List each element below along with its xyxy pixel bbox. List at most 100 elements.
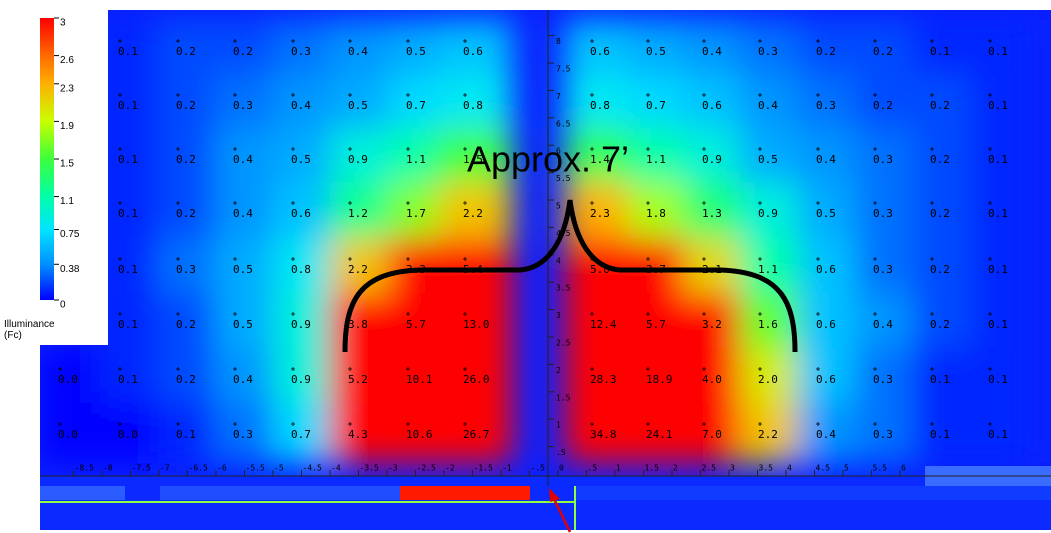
heat-cell [564, 293, 640, 353]
cell-label: 0.2 [176, 373, 196, 386]
cell-label: 12.4 [590, 318, 617, 331]
grid-point [930, 367, 934, 371]
cell-label: 0.5 [291, 153, 311, 166]
grid-point [758, 93, 762, 97]
heat-cell [912, 74, 972, 134]
grid-point [873, 93, 877, 97]
heat-cell [100, 238, 160, 298]
heat-cell [855, 74, 915, 134]
heat-cell [912, 403, 972, 463]
cell-label: 0.8 [463, 99, 483, 112]
ruler-label: -5.5 [246, 464, 265, 473]
annotation: Approx. 7’ [467, 139, 629, 180]
grid-point [590, 422, 594, 426]
grid-point [930, 312, 934, 316]
grid-point [988, 39, 992, 43]
cell-label: 0.8 [590, 99, 610, 112]
heat-cell [970, 128, 1030, 188]
colorbar-label: 0.38 [60, 264, 80, 275]
heat-cell [684, 20, 744, 80]
heat-cell [158, 20, 218, 80]
heat-cell [273, 182, 333, 242]
cell-label: 0.1 [930, 373, 950, 386]
heat-cell [970, 182, 1030, 242]
grid-point [930, 422, 934, 426]
ruler-label: 0 [559, 464, 564, 473]
grid-point [590, 39, 594, 43]
grid-point [873, 312, 877, 316]
arrow-head [549, 488, 560, 502]
grid-point [176, 93, 180, 97]
heat-cell [970, 293, 1030, 353]
heat-cell [273, 128, 333, 188]
heat-cell [798, 293, 858, 353]
heat-cell [40, 348, 100, 408]
cell-label: 0.3 [816, 99, 836, 112]
cell-label: 7.0 [702, 428, 722, 441]
cell-label: 0.1 [118, 318, 138, 331]
grid-point [646, 93, 650, 97]
heat-cell [628, 293, 688, 353]
heat-cell [628, 348, 688, 408]
cell-label: 18.9 [646, 373, 673, 386]
cell-label: 0.1 [988, 263, 1008, 276]
cell-label: 1.1 [758, 263, 778, 276]
grid-point [590, 367, 594, 371]
heat-cell [740, 20, 800, 80]
ruler-label: 5.5 [556, 174, 571, 183]
cell-label: 0.6 [463, 45, 483, 58]
heat-cell [273, 20, 333, 80]
cell-label: 0.1 [118, 373, 138, 386]
heat-cell [740, 238, 800, 298]
cell-label: 0.4 [702, 45, 722, 58]
rulers: 87.576.565.554.543.532.521.51.5-8.5 -8 -7.… [73, 35, 906, 476]
cell-label: 0.3 [233, 99, 253, 112]
grid-point [406, 93, 410, 97]
ruler-label: 7.5 [556, 65, 571, 74]
ruler-label: 6 [556, 147, 561, 156]
grid-point [702, 201, 706, 205]
grid-point [176, 422, 180, 426]
cell-label: 0.6 [702, 99, 722, 112]
grid-point [233, 201, 237, 205]
cell-label: 0.7 [406, 99, 426, 112]
grid-point [176, 147, 180, 151]
cell-label: 0.3 [873, 153, 893, 166]
grid-point [646, 201, 650, 205]
heat-cell [740, 403, 800, 463]
colorbar-bar [40, 18, 54, 300]
ruler-label: -2.5 [417, 464, 436, 473]
heat-cell [330, 293, 390, 353]
heat-cell [855, 238, 915, 298]
heat-cell [684, 348, 744, 408]
heat-cell [798, 20, 858, 80]
ruler-label: 8 [556, 37, 561, 46]
grid-point [816, 147, 820, 151]
ruler-label: 2.5 [556, 339, 571, 348]
cell-label: 0.8 [291, 263, 311, 276]
heat-cell [330, 20, 390, 80]
heat-cell [564, 74, 640, 134]
floor-part [40, 486, 125, 500]
heat-cell [798, 238, 858, 298]
ruler-label: 1 [616, 464, 621, 473]
cell-label: 10.1 [406, 373, 433, 386]
cell-label: 0.4 [291, 99, 311, 112]
grid-point [702, 147, 706, 151]
grid-point [758, 422, 762, 426]
grid-point [758, 367, 762, 371]
cell-label: 0.3 [873, 263, 893, 276]
grid-point [233, 147, 237, 151]
ruler-label: -6 [217, 464, 227, 473]
grid-point [406, 422, 410, 426]
grid-point [702, 93, 706, 97]
grid-point [233, 367, 237, 371]
cell-label: 0.1 [176, 428, 196, 441]
cell-label: 3.2 [702, 318, 722, 331]
cell-label: 0.2 [930, 263, 950, 276]
cell-label: 2.2 [758, 428, 778, 441]
cell-label: 2.0 [758, 373, 778, 386]
cell-label: 0.1 [118, 207, 138, 220]
cell-label: 0.3 [233, 428, 253, 441]
